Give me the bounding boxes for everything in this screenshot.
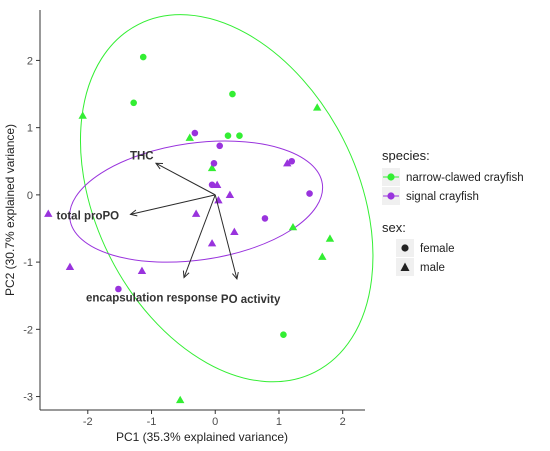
data-point-female xyxy=(224,132,232,140)
loading-arrow xyxy=(130,194,216,215)
data-point-female xyxy=(208,181,216,189)
loading-label: PO activity xyxy=(221,294,281,306)
confidence-ellipse xyxy=(69,140,324,263)
loading-label: encapsulation response xyxy=(86,293,218,305)
data-point-female xyxy=(115,285,122,293)
data-point-male xyxy=(325,234,335,242)
data-point-male xyxy=(175,395,185,404)
data-point-male xyxy=(65,262,75,270)
data-point-male xyxy=(191,209,201,217)
data-point-male xyxy=(44,209,53,217)
data-point-male xyxy=(225,190,235,199)
legend-label-male: male xyxy=(420,262,445,274)
y-tick-label: 0 xyxy=(27,190,33,202)
data-point-female xyxy=(306,190,313,197)
y-tick-label: -3 xyxy=(23,392,33,404)
loading-arrowhead xyxy=(232,271,239,281)
loading-label: total proPO xyxy=(56,210,119,222)
loading-arrowhead xyxy=(182,270,190,279)
axes: PC1 (35.3% explained variance) PC2 (30.7… xyxy=(3,10,365,444)
x-tick-label: -2 xyxy=(83,416,93,428)
data-point-female xyxy=(229,90,236,98)
legend-key-female-marker xyxy=(401,244,409,252)
loading-label: THC xyxy=(130,150,154,162)
data-point-male xyxy=(212,180,222,188)
y-tick-label: -2 xyxy=(23,324,33,336)
legend-item-male: male xyxy=(396,258,445,276)
legend-species-title: species: xyxy=(382,148,430,163)
loading-arrow xyxy=(155,162,216,196)
loading-arrowhead xyxy=(154,162,163,170)
data-point-female xyxy=(191,129,199,137)
loading-arrow xyxy=(214,194,238,280)
confidence-ellipse xyxy=(79,14,374,383)
data-point-male xyxy=(313,103,322,111)
data-point-female xyxy=(261,215,269,222)
x-tick-label: 2 xyxy=(340,416,346,428)
data-point-male xyxy=(288,222,298,231)
data-point-female xyxy=(216,142,224,150)
loading-arrow xyxy=(183,194,216,278)
data-point-male xyxy=(185,133,194,141)
data-point-male xyxy=(137,266,147,274)
data-point-male xyxy=(318,252,327,260)
data-point-male xyxy=(283,159,292,167)
y-tick-label: 1 xyxy=(27,123,33,135)
legend-sex-title: sex: xyxy=(382,220,406,235)
data-point-female xyxy=(236,132,243,140)
data-point-male xyxy=(207,163,217,172)
x-axis-title: PC1 (35.3% explained variance) xyxy=(116,430,288,444)
data-point-female xyxy=(130,99,137,107)
legend-item-female: female xyxy=(396,239,455,257)
plot-area: THC total proPO encapsulation response PO a… xyxy=(44,14,374,404)
legend-label-female: female xyxy=(420,243,455,255)
x-tick-label: -1 xyxy=(147,416,157,428)
legend-item-narrow-clawed: narrow-clawed crayfish xyxy=(382,168,524,186)
data-point-male xyxy=(230,227,239,235)
legend-label-signal: signal crayfish xyxy=(406,191,479,203)
data-point-female xyxy=(288,157,296,165)
legend-label-narrow: narrow-clawed crayfish xyxy=(406,172,524,184)
data-point-female xyxy=(139,53,147,61)
y-axis-title: PC2 (30.7% explained variance) xyxy=(3,124,17,296)
y-tick-label: 2 xyxy=(27,55,33,67)
data-point-male xyxy=(78,111,87,119)
data-point-male xyxy=(214,196,223,204)
loading-arrowhead xyxy=(129,209,138,217)
x-tick-label: 1 xyxy=(276,416,282,428)
legend: species: narrow-clawed crayfish signal c… xyxy=(382,148,524,276)
legend-item-signal: signal crayfish xyxy=(382,187,479,205)
data-point-female xyxy=(210,159,218,167)
x-tick-label: 0 xyxy=(212,416,218,428)
y-tick-label: -1 xyxy=(23,257,33,269)
legend-key-male-marker xyxy=(400,262,410,271)
data-point-male xyxy=(207,239,217,247)
data-point-female xyxy=(280,331,287,339)
